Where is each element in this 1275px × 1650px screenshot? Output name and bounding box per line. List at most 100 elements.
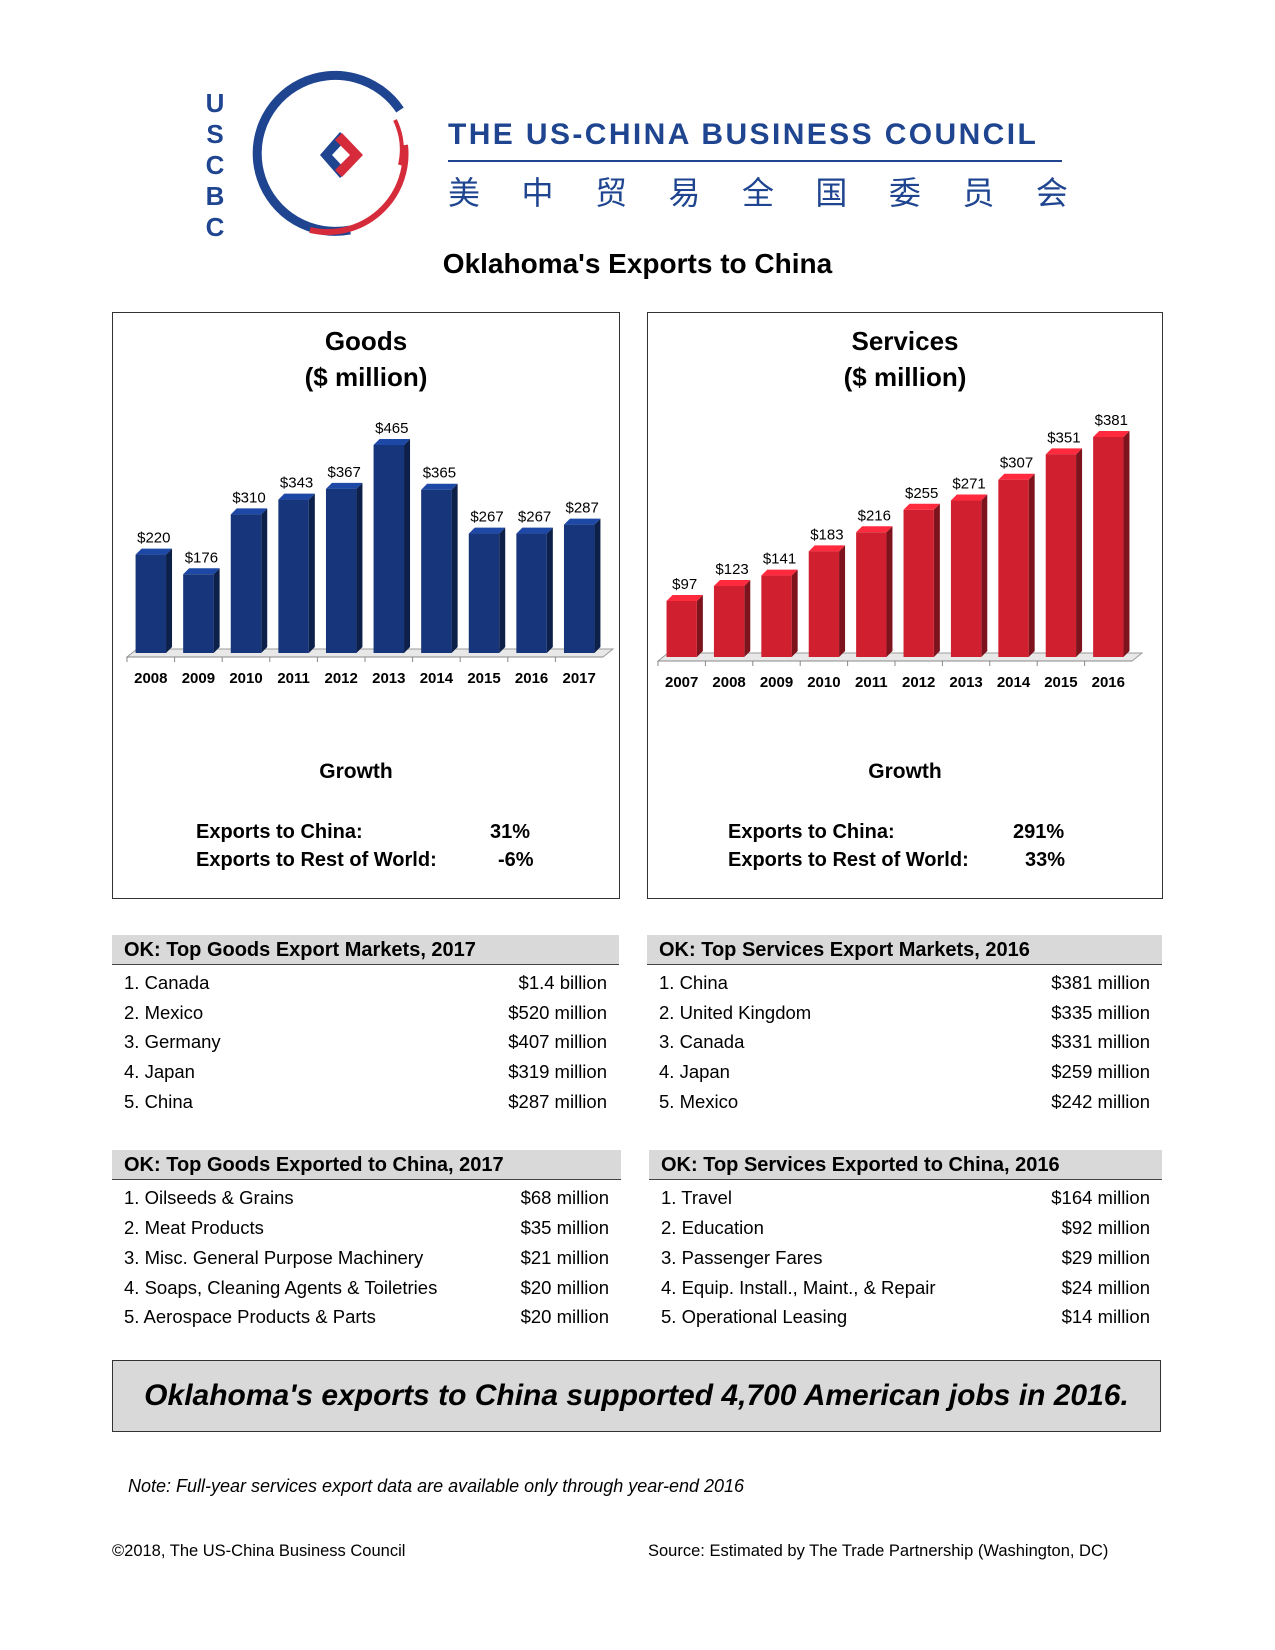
- table-title: OK: Top Services Exported to China, 2016: [649, 1150, 1162, 1180]
- row-value: $20 million: [520, 1306, 609, 1327]
- services-growth-title: Growth: [868, 760, 942, 783]
- data-label: $216: [858, 507, 891, 524]
- chinese-char: 国: [815, 174, 848, 212]
- bar: [761, 575, 792, 657]
- bar-side: [356, 482, 363, 653]
- row-value: $20 million: [520, 1277, 609, 1298]
- logo-letter: C: [205, 212, 225, 242]
- goods-bar-chart: $220 2008 $176 2009 $310 2010 $343 2011 $367 2012…: [125, 420, 615, 687]
- services-growth-label: Exports to Rest of World:: [728, 849, 969, 871]
- bar: [856, 532, 887, 657]
- bar-side: [839, 545, 846, 657]
- row-value: $407 million: [508, 1031, 607, 1052]
- chinese-char: 美: [448, 174, 481, 212]
- data-label: $310: [232, 489, 265, 506]
- row-value: $381 million: [1051, 972, 1150, 993]
- org-name-chinese: 美 中 贸 易 全 国 委 员 会: [448, 168, 1068, 214]
- uscbc-logo-emblem-icon: [252, 70, 409, 236]
- bar-top: [468, 527, 506, 534]
- bar-side: [594, 518, 601, 653]
- x-tick-label: 2007: [665, 674, 698, 691]
- data-label: $123: [715, 561, 748, 578]
- goods-chart-panel: Goods ($ million) $220 2008 $176 2009 $310 20…: [112, 312, 620, 899]
- data-label: $176: [185, 549, 218, 566]
- goods-growth-value: -6%: [498, 849, 534, 871]
- goods-markets-table: OK: Top Goods Export Markets, 2017 1. Ca…: [112, 935, 619, 1115]
- services-growth-value: 291%: [1013, 821, 1065, 843]
- data-label: $365: [423, 465, 456, 482]
- source-text: Source: Estimated by The Trade Partnersh…: [648, 1542, 1109, 1560]
- row-label: 2. Mexico: [124, 1002, 204, 1023]
- chinese-char: 会: [1035, 174, 1068, 212]
- logo-letter: B: [205, 181, 225, 211]
- row-value: $520 million: [508, 1002, 607, 1023]
- footnote: Note: Full-year services export data are…: [128, 1476, 745, 1496]
- x-tick-label: 2009: [760, 674, 793, 691]
- data-label: $307: [1000, 455, 1033, 472]
- row-value: $14 million: [1061, 1306, 1150, 1327]
- bar: [325, 488, 357, 653]
- bar-top: [516, 527, 553, 534]
- logo-letter: C: [205, 150, 225, 180]
- row-value: $335 million: [1051, 1002, 1150, 1023]
- goods-to-china-table: OK: Top Goods Exported to China, 2017 1.…: [112, 1150, 621, 1330]
- table-title: OK: Top Goods Exported to China, 2017: [112, 1150, 621, 1180]
- services-chart-subtitle: ($ million): [843, 362, 967, 392]
- table-row: 2. Education $92 million: [649, 1213, 1162, 1243]
- bar-top: [666, 594, 703, 601]
- bar: [903, 509, 934, 657]
- services-chart-title: Services: [851, 326, 959, 356]
- table-row: 4. Japan $259 million: [647, 1057, 1162, 1087]
- bar: [808, 551, 840, 657]
- bar-top: [998, 473, 1035, 480]
- bar-top: [713, 579, 751, 586]
- table-row: 3. Passenger Fares $29 million: [649, 1243, 1162, 1273]
- divider: [448, 160, 1062, 162]
- row-label: 4. Japan: [124, 1061, 195, 1082]
- bar-top: [903, 503, 940, 510]
- bar-top: [856, 526, 893, 533]
- row-value: $92 million: [1061, 1217, 1150, 1238]
- table-row: 2. United Kingdom $335 million: [647, 998, 1162, 1028]
- bar-side: [166, 548, 173, 653]
- bar-side: [261, 508, 268, 653]
- table-row: 4. Japan $319 million: [112, 1057, 619, 1087]
- bar-top: [1045, 448, 1083, 455]
- page-title: Oklahoma's Exports to China: [442, 248, 833, 279]
- row-label: 4. Japan: [659, 1061, 730, 1082]
- row-value: $287 million: [508, 1091, 607, 1112]
- goods-chart-title: Goods: [324, 326, 408, 356]
- goods-growth-label: Exports to Rest of World:: [196, 849, 437, 871]
- row-label: 2. Meat Products: [124, 1217, 264, 1238]
- chinese-char: 贸: [594, 174, 627, 212]
- data-label: $267: [470, 509, 503, 526]
- row-value: $164 million: [1051, 1187, 1150, 1208]
- bar: [998, 479, 1029, 657]
- row-label: 1. China: [659, 972, 728, 993]
- table-row: 3. Germany $407 million: [112, 1027, 619, 1057]
- data-label: $465: [375, 420, 408, 437]
- data-label: $183: [810, 526, 843, 543]
- services-growth-label: Exports to China:: [728, 821, 895, 843]
- x-tick-label: 2015: [1044, 674, 1077, 691]
- bar-side: [933, 503, 940, 657]
- table-row: 2. Mexico $520 million: [112, 998, 619, 1028]
- bar-side: [451, 483, 458, 653]
- table-row: 1. Canada $1.4 billion: [112, 968, 619, 998]
- bar: [135, 554, 167, 653]
- bar-top: [183, 568, 220, 575]
- bar-side: [1076, 448, 1083, 657]
- data-label: $287: [566, 500, 599, 517]
- bar: [950, 500, 982, 657]
- bar-side: [1123, 431, 1130, 657]
- row-label: 3. Passenger Fares: [661, 1247, 823, 1268]
- bar: [278, 499, 309, 653]
- row-value: $35 million: [520, 1217, 609, 1238]
- row-label: 2. Education: [661, 1217, 764, 1238]
- org-name: THE US-CHINA BUSINESS COUNCIL: [448, 118, 1039, 151]
- x-tick-label: 2012: [902, 674, 935, 691]
- x-tick-label: 2017: [563, 670, 596, 687]
- data-label: $343: [280, 475, 313, 492]
- table-row: 1. Oilseeds & Grains $68 million: [112, 1183, 621, 1213]
- row-label: 3. Canada: [659, 1031, 745, 1052]
